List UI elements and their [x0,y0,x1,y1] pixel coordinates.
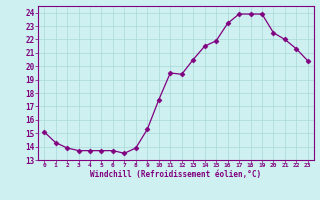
X-axis label: Windchill (Refroidissement éolien,°C): Windchill (Refroidissement éolien,°C) [91,170,261,179]
